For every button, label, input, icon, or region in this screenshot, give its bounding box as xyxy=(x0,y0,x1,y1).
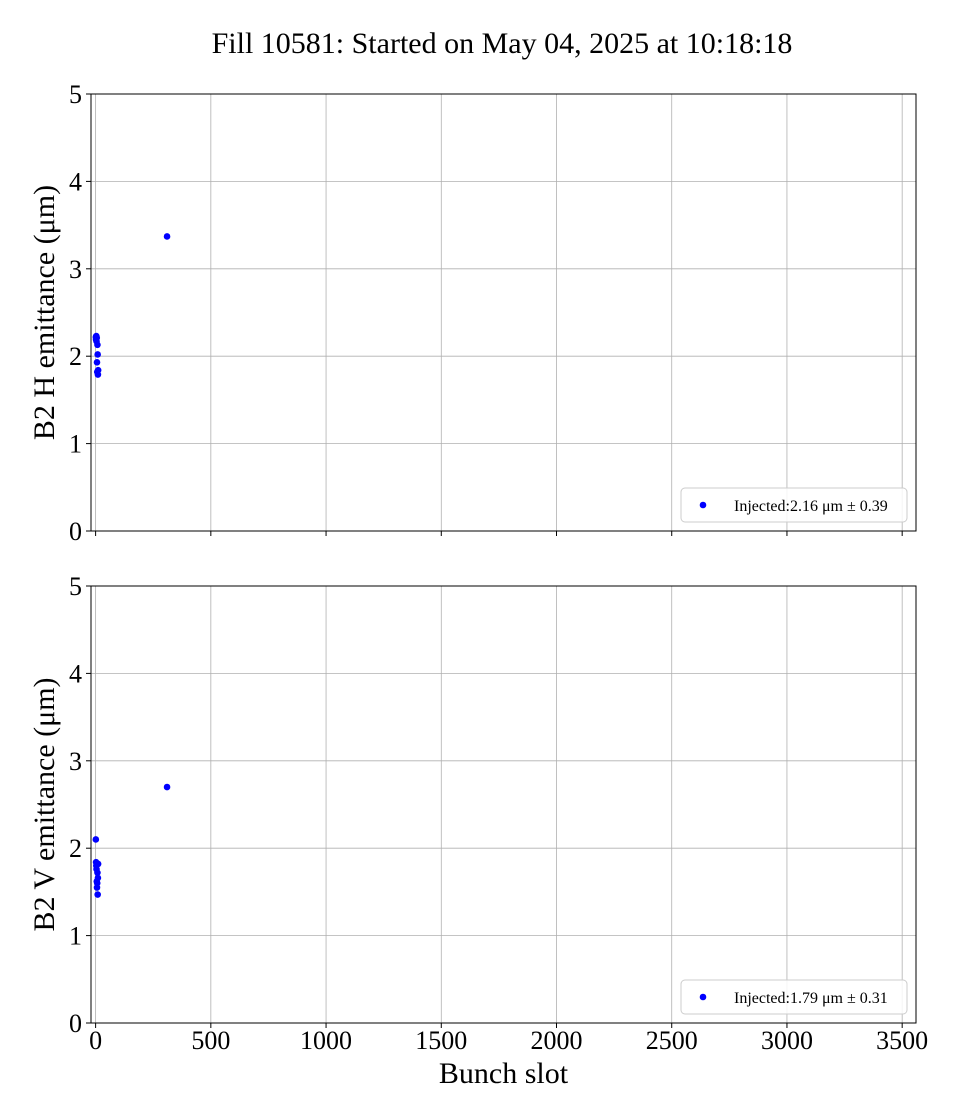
data-point xyxy=(163,233,171,240)
y-axis-label: B2 V emittance (μm) xyxy=(28,677,61,931)
data-point xyxy=(94,366,102,374)
y-tick-label: 4 xyxy=(69,659,82,688)
legend-label: Injected:1.79 μm ± 0.31 xyxy=(734,990,888,1007)
y-tick-label: 5 xyxy=(69,572,82,601)
y-tick-label: 2 xyxy=(69,834,82,863)
figure-title: Fill 10581: Started on May 04, 2025 at 1… xyxy=(212,27,793,60)
legend-label: Injected:2.16 μm ± 0.39 xyxy=(734,498,888,515)
data-point xyxy=(94,891,101,898)
y-tick-label: 1 xyxy=(69,922,82,951)
data-point xyxy=(94,860,102,868)
x-tick-label: 1500 xyxy=(415,1026,467,1055)
panel-2: 0 500 1000 1500 2000 2500 3000 3500 0 1 2 3 4 5 B2 V e… xyxy=(28,572,928,1090)
y-axis-label: B2 H emittance (μm) xyxy=(28,185,61,440)
x-tick-label: 2500 xyxy=(646,1026,698,1055)
y-tick-label: 2 xyxy=(69,342,82,371)
data-point xyxy=(94,341,101,349)
data-point xyxy=(93,879,101,887)
plot-frame xyxy=(90,585,917,1024)
x-tick-label: 1000 xyxy=(300,1026,352,1055)
data-point xyxy=(94,351,101,358)
y-tick-label: 3 xyxy=(69,747,82,776)
data-point xyxy=(93,359,101,366)
x-tick-label: 500 xyxy=(191,1026,230,1055)
x-tick-label: 3000 xyxy=(761,1026,813,1055)
y-tick-label: 3 xyxy=(69,255,82,284)
panel-1: 0 1 2 3 4 5 B2 H emittance (μm) Injected:2.16 μ… xyxy=(28,80,917,546)
y-tick-label: 1 xyxy=(69,430,82,459)
x-axis-label: Bunch slot xyxy=(439,1057,569,1090)
y-tick-label: 0 xyxy=(69,517,82,546)
y-tick-label: 0 xyxy=(69,1009,82,1038)
panels: 0 1 2 3 4 5 B2 H emittance (μm) Injected:2.16 μ… xyxy=(28,80,928,1090)
data-point xyxy=(93,334,101,342)
data-point xyxy=(163,783,171,791)
x-tick-label: 2000 xyxy=(531,1026,583,1055)
legend-marker xyxy=(699,993,707,1001)
plot-frame xyxy=(90,93,917,532)
legend-marker xyxy=(699,501,707,509)
data-point xyxy=(94,874,102,882)
y-tick-label: 5 xyxy=(69,80,82,109)
x-tick-label: 0 xyxy=(89,1026,102,1055)
data-point xyxy=(92,836,100,843)
x-tick-label: 3500 xyxy=(876,1026,928,1055)
y-tick-label: 4 xyxy=(69,167,82,196)
legend-box xyxy=(680,487,908,523)
legend-box xyxy=(680,979,908,1015)
data-point xyxy=(94,869,101,876)
